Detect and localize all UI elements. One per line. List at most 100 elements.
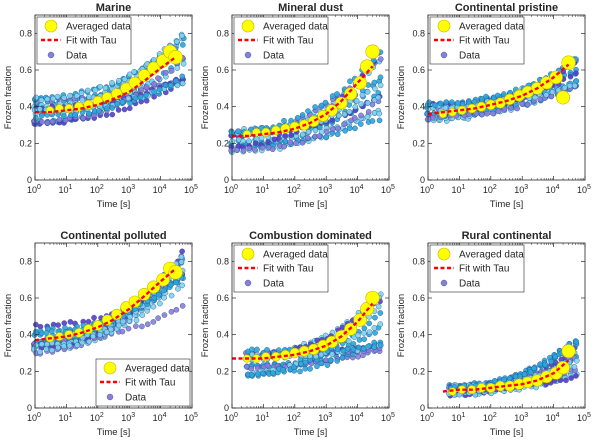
x-tick-label: 102 <box>90 184 104 195</box>
data-point <box>151 81 158 87</box>
legend-label: Fit with Tau <box>263 36 313 47</box>
data-point <box>471 98 478 105</box>
fit-curve <box>35 56 177 114</box>
data-point <box>86 110 92 117</box>
y-tick-label: 0.8 <box>216 28 229 38</box>
data-point <box>155 75 161 81</box>
data-point <box>514 105 521 112</box>
panel-4: 100 101 102 103 104 105 0 0.2 0.4 0.6 0.8 Combustio… <box>200 230 395 438</box>
x-tick-label: 100 <box>27 184 41 195</box>
y-tick-label: 0.4 <box>412 102 425 112</box>
data-point <box>127 100 133 107</box>
x-tick-label: 100 <box>27 412 41 423</box>
axes-box <box>231 14 390 181</box>
data-point <box>355 332 361 339</box>
data-point <box>563 377 569 384</box>
data-point <box>48 328 55 335</box>
data-point <box>377 342 384 349</box>
x-tick-label: 104 <box>350 412 364 423</box>
data-point <box>501 376 507 383</box>
data-point <box>543 92 550 98</box>
data-point <box>353 98 360 104</box>
data-point <box>432 102 438 109</box>
y-axis-label: Frozen fraction <box>396 294 407 357</box>
data-point <box>491 377 498 384</box>
averaged-point <box>83 324 94 335</box>
data-point <box>377 56 384 62</box>
data-point <box>180 42 186 48</box>
legend-averaged-marker <box>241 19 255 33</box>
averaged-point <box>365 290 380 306</box>
data-point <box>483 93 489 100</box>
x-tick-label: 100 <box>224 412 238 423</box>
data-point <box>573 338 580 345</box>
data-point <box>37 106 43 112</box>
legend-averaged-marker <box>241 247 255 261</box>
data-point <box>67 92 73 99</box>
data-point <box>280 367 286 373</box>
data-point <box>430 114 436 121</box>
averaged-point <box>298 345 310 357</box>
legend-label: Data <box>459 279 481 290</box>
data-point <box>346 108 353 115</box>
averaged-point <box>334 96 348 110</box>
legend-label: Averaged data <box>125 364 190 375</box>
averaged-point <box>549 70 563 85</box>
data-point <box>121 106 128 113</box>
data-point <box>519 101 525 107</box>
data-point <box>38 113 45 119</box>
data-point <box>179 282 185 289</box>
data-point <box>364 100 371 106</box>
data-point <box>494 92 501 99</box>
data-point <box>86 338 93 345</box>
legend-averaged-marker <box>103 361 117 375</box>
x-tick-label: 102 <box>90 412 104 423</box>
data-point <box>484 110 490 117</box>
data-point <box>248 372 255 378</box>
legend-label: Data <box>459 51 481 62</box>
y-tick-label: 0.6 <box>216 293 229 303</box>
data-point <box>358 101 364 107</box>
data-point <box>39 119 45 125</box>
data-point <box>114 101 121 107</box>
data-point <box>329 351 335 357</box>
data-point <box>97 83 103 90</box>
data-point <box>473 110 480 117</box>
data-point <box>61 343 67 350</box>
averaged-point <box>168 265 183 280</box>
x-axis-label: Time [s] <box>97 427 130 438</box>
data-point <box>178 259 185 265</box>
data-point <box>44 96 51 102</box>
data-point <box>44 120 51 126</box>
data-point <box>264 362 271 369</box>
legend-label: Fit with Tau <box>459 264 509 275</box>
data-point <box>342 127 348 134</box>
data-point <box>324 362 331 368</box>
data-point <box>125 95 132 102</box>
x-tick-label: 103 <box>514 184 528 195</box>
data-point <box>162 69 169 76</box>
data-point <box>372 314 378 321</box>
data-point <box>351 115 358 121</box>
x-tick-label: 102 <box>483 412 497 423</box>
data-point <box>265 139 271 146</box>
legend-averaged-marker <box>437 247 451 261</box>
data-point <box>97 332 103 338</box>
x-axis-label: Time [s] <box>294 427 327 438</box>
data-point <box>281 143 287 150</box>
data-point <box>297 368 303 375</box>
data-point <box>312 104 318 110</box>
y-tick-label: 0.2 <box>412 138 425 148</box>
data-point <box>228 147 234 154</box>
data-point <box>102 85 109 91</box>
data-point <box>549 89 556 95</box>
data-point <box>357 121 364 127</box>
data-point <box>316 133 323 139</box>
data-point <box>173 279 180 286</box>
y-tick-label: 0.6 <box>19 65 32 75</box>
data-point <box>352 104 359 110</box>
data-point <box>334 358 340 364</box>
data-point <box>80 115 86 121</box>
x-axis-label: Time [s] <box>490 427 523 438</box>
data-point <box>73 93 80 99</box>
